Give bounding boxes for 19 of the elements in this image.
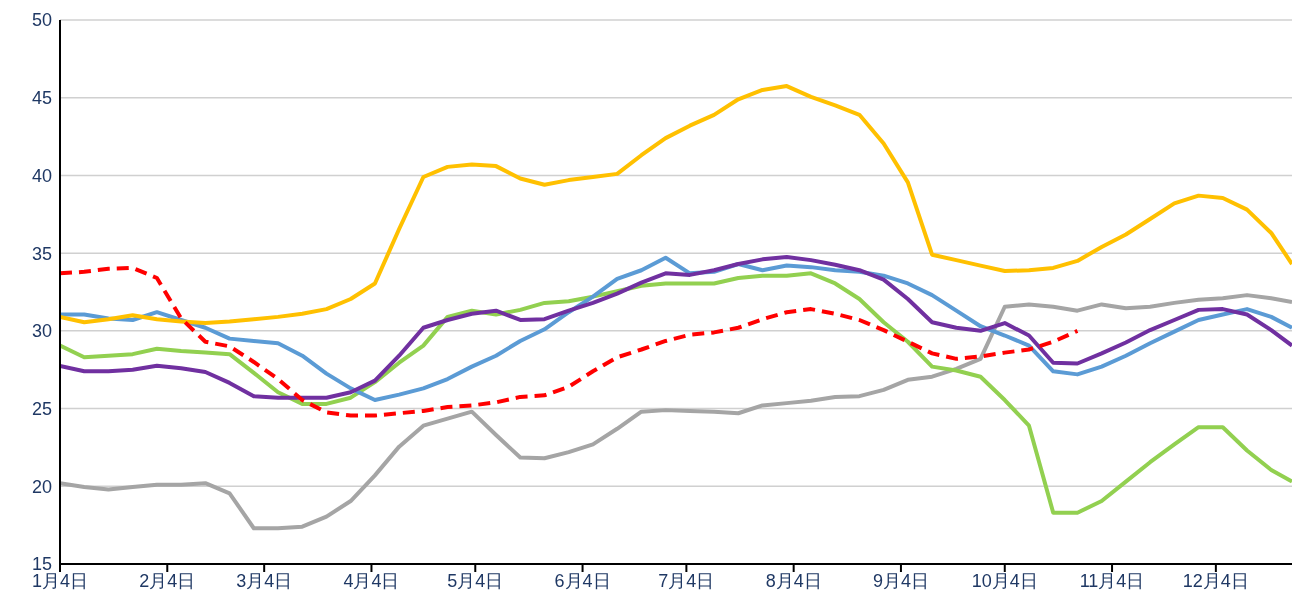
x-tick-label: 4月4日 — [343, 570, 400, 591]
x-tick-label: 7月4日 — [658, 570, 715, 591]
x-tick-label: 1月4日 — [31, 570, 89, 591]
x-tick-label: 10月4日 — [971, 570, 1038, 591]
x-tick-label: 5月4日 — [447, 570, 504, 591]
x-tick-label: 12月4日 — [1182, 570, 1249, 591]
x-tick-label: 11月4日 — [1079, 570, 1145, 591]
y-tick-label: 30 — [31, 321, 52, 342]
y-tick-label: 40 — [31, 165, 52, 186]
x-tick-label: 6月4日 — [554, 570, 611, 591]
x-tick-label: 3月4日 — [236, 570, 293, 591]
x-tick-label: 2月4日 — [139, 570, 196, 591]
y-tick-label: 50 — [31, 10, 52, 31]
y-tick-label: 25 — [31, 398, 52, 419]
x-tick-label: 8月4日 — [765, 570, 822, 591]
y-tick-label: 45 — [31, 88, 52, 109]
y-tick-label: 35 — [31, 243, 52, 264]
x-tick-label: 9月4日 — [872, 570, 929, 591]
y-tick-label: 20 — [31, 476, 52, 497]
